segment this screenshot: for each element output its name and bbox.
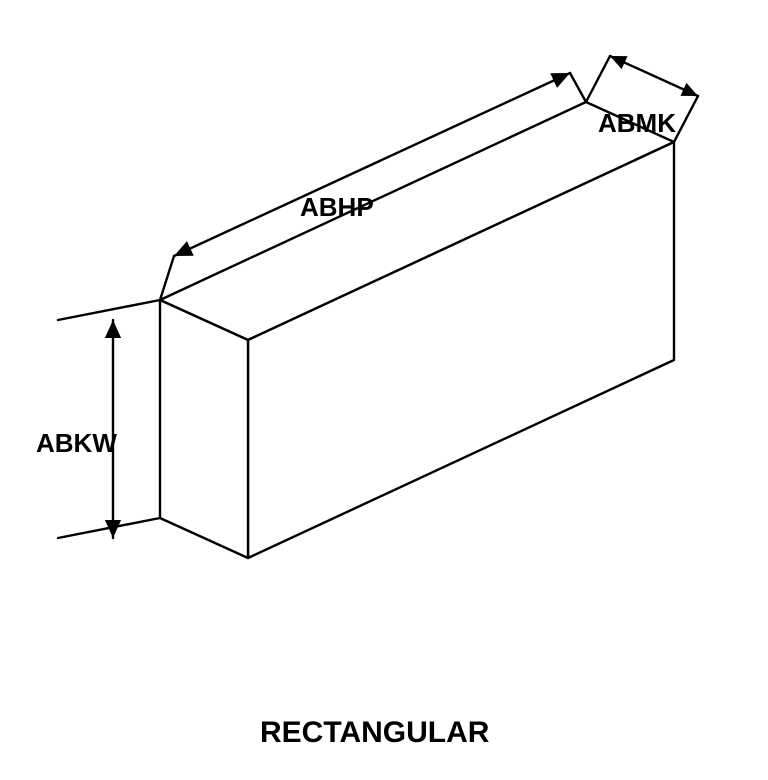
dimension-label-length: ABHP bbox=[300, 192, 374, 223]
dimension-label-height: ABKW bbox=[36, 428, 117, 459]
diagram-canvas: ABHP ABMK ABKW RECTANGULAR bbox=[0, 0, 768, 780]
diagram-title: RECTANGULAR bbox=[260, 716, 489, 750]
dimension-label-width: ABMK bbox=[598, 108, 676, 139]
